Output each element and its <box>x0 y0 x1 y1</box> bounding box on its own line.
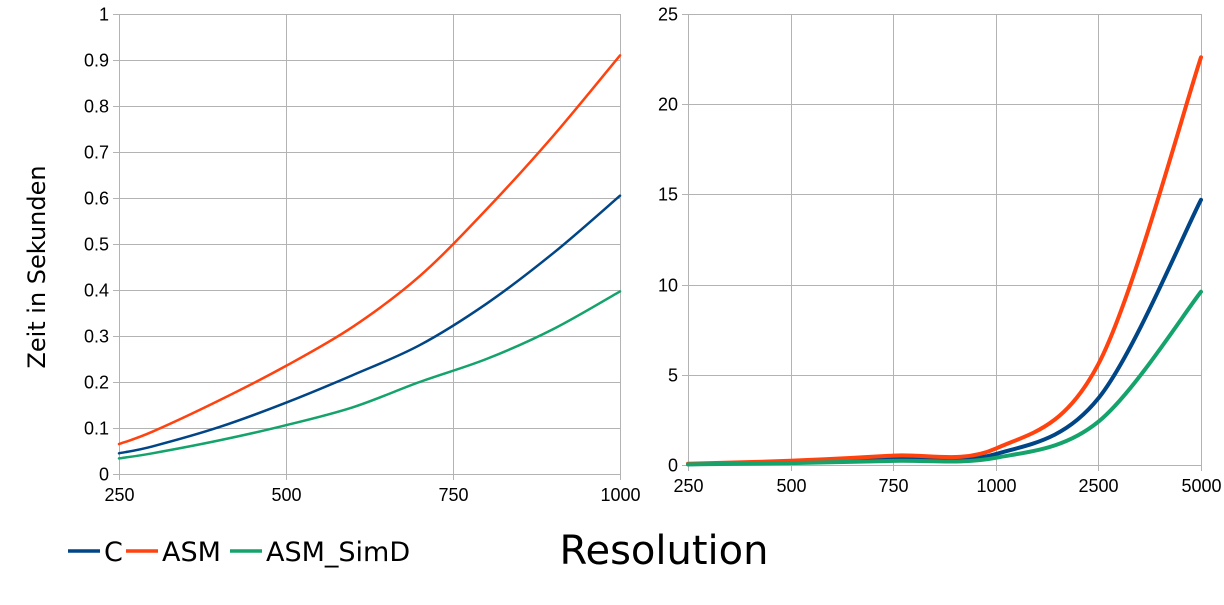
right-series-line-c <box>686 197 1203 467</box>
left-y-tick-label: 1 <box>99 5 109 25</box>
left-x-tick-label: 500 <box>271 485 301 505</box>
left-series-line-asm-simd <box>117 290 622 460</box>
right-x-tick-label: 750 <box>878 476 908 496</box>
left-y-tick-label: 0.7 <box>84 143 109 163</box>
right-x-tick-label: 2500 <box>1078 476 1118 496</box>
left-x-tick-label: 750 <box>438 485 468 505</box>
left-y-tick-label: 0.1 <box>84 419 109 439</box>
chart-right: 0 5 10 15 20 25 250 500 750 1000 2500 5000 <box>658 5 1222 497</box>
right-x-tick-label: 5000 <box>1181 476 1221 496</box>
y-axis-label: Zeit in Sekunden <box>23 165 51 368</box>
right-x-tick-label: 250 <box>673 476 703 496</box>
legend: C ASM ASM_SimD <box>68 537 410 568</box>
right-x-tick-label: 1000 <box>976 476 1016 496</box>
right-series-line-asm-simd <box>686 289 1203 467</box>
right-y-tick-label: 5 <box>668 366 678 386</box>
left-x-tick-label: 250 <box>104 485 134 505</box>
right-y-tick-label: 0 <box>668 456 678 476</box>
right-x-tick-label: 500 <box>776 476 806 496</box>
left-y-tick-label: 0.5 <box>84 235 109 255</box>
left-y-tick-label: 0.8 <box>84 97 109 117</box>
left-y-tick-label: 0.9 <box>84 51 109 71</box>
legend-label-c: C <box>104 537 123 568</box>
left-y-tick-label: 0.2 <box>84 373 109 393</box>
left-y-tick-label: 0.4 <box>84 281 109 301</box>
right-y-tick-label: 20 <box>658 95 678 115</box>
left-series-line-c <box>117 194 622 455</box>
left-y-tick-label: 0.3 <box>84 327 109 347</box>
chart-left: 0 0.1 0.2 0.3 0.4 0.5 0.6 0.7 0.8 0.9 1 250 500 750 10… <box>84 5 641 506</box>
right-series-line-asm <box>686 55 1203 466</box>
right-y-tick-label: 15 <box>658 185 678 205</box>
right-y-tick-label: 25 <box>658 5 678 25</box>
legend-label-asm-simd: ASM_SimD <box>266 537 410 568</box>
right-y-tick-label: 10 <box>658 276 678 296</box>
left-series-line-asm <box>117 54 622 446</box>
x-axis-label: Resolution <box>559 528 768 574</box>
left-x-tick-label: 1000 <box>600 485 640 505</box>
legend-label-asm: ASM <box>162 537 221 568</box>
left-y-tick-label: 0 <box>99 465 109 485</box>
left-y-tick-label: 0.6 <box>84 189 109 209</box>
